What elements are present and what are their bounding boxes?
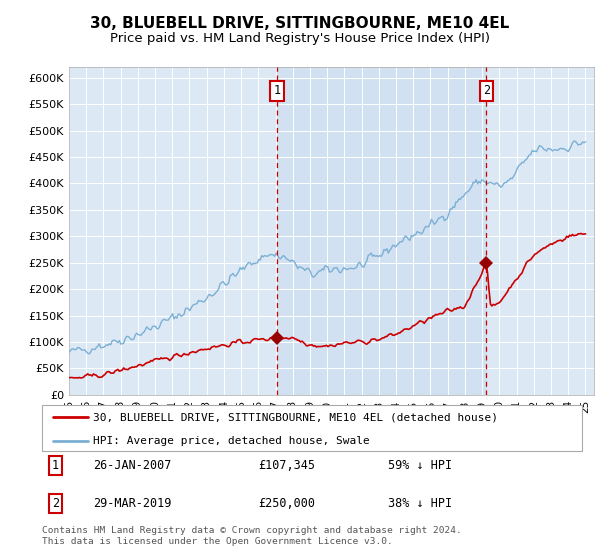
Text: 30, BLUEBELL DRIVE, SITTINGBOURNE, ME10 4EL: 30, BLUEBELL DRIVE, SITTINGBOURNE, ME10 … — [91, 16, 509, 31]
Text: £107,345: £107,345 — [258, 459, 315, 472]
Text: £250,000: £250,000 — [258, 497, 315, 510]
Text: 38% ↓ HPI: 38% ↓ HPI — [388, 497, 452, 510]
Text: 59% ↓ HPI: 59% ↓ HPI — [388, 459, 452, 472]
Text: 1: 1 — [52, 459, 59, 472]
Text: 2: 2 — [483, 85, 490, 97]
Text: 29-MAR-2019: 29-MAR-2019 — [94, 497, 172, 510]
Text: Price paid vs. HM Land Registry's House Price Index (HPI): Price paid vs. HM Land Registry's House … — [110, 32, 490, 45]
Text: HPI: Average price, detached house, Swale: HPI: Average price, detached house, Swal… — [94, 436, 370, 446]
Bar — [277, 67, 487, 395]
Text: Contains HM Land Registry data © Crown copyright and database right 2024.
This d: Contains HM Land Registry data © Crown c… — [42, 526, 462, 546]
Text: 30, BLUEBELL DRIVE, SITTINGBOURNE, ME10 4EL (detached house): 30, BLUEBELL DRIVE, SITTINGBOURNE, ME10 … — [94, 412, 499, 422]
Text: 26-JAN-2007: 26-JAN-2007 — [94, 459, 172, 472]
Text: 1: 1 — [274, 85, 280, 97]
Text: 2: 2 — [52, 497, 59, 510]
